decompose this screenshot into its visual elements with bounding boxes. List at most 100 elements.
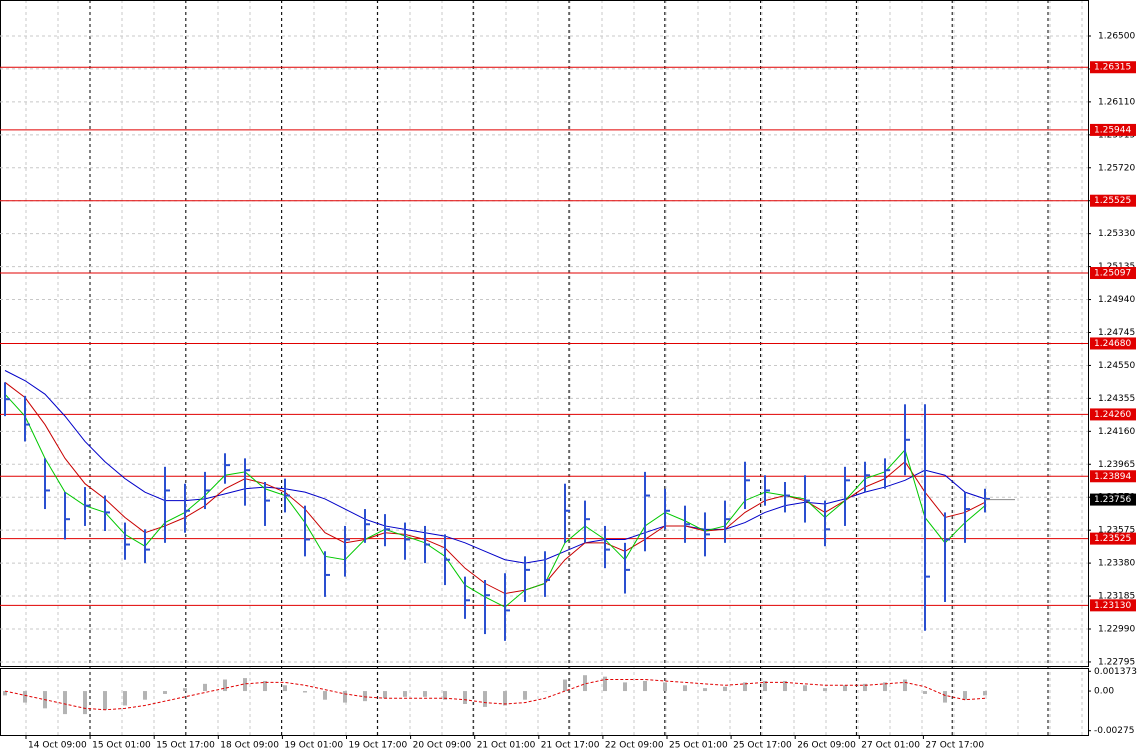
x-tick-label: 14 Oct 09:00 bbox=[28, 741, 87, 751]
histogram-bar bbox=[663, 682, 667, 692]
x-tick-label: 19 Oct 01:00 bbox=[284, 741, 343, 751]
histogram-bar bbox=[343, 691, 347, 703]
y-tick-label: 1.24160 bbox=[1098, 427, 1135, 437]
histogram-bar bbox=[283, 685, 287, 692]
histogram-bar bbox=[743, 682, 747, 692]
histogram-bar bbox=[703, 688, 707, 692]
histogram-bar bbox=[323, 691, 327, 700]
histogram-bar bbox=[643, 680, 647, 692]
histogram-bar bbox=[923, 691, 927, 694]
histogram-bar bbox=[883, 682, 887, 692]
x-tick-label: 15 Oct 01:00 bbox=[92, 741, 151, 751]
histogram-bar bbox=[503, 691, 507, 706]
y-tick-label: 1.23185 bbox=[1098, 592, 1135, 602]
level-label-box bbox=[1090, 194, 1136, 207]
histogram-bar bbox=[183, 688, 187, 692]
moving-average bbox=[4, 381, 986, 595]
histogram-bar bbox=[423, 691, 427, 697]
level-label: 1.25525 bbox=[1094, 196, 1131, 206]
y-tick-label: 1.26500 bbox=[1098, 31, 1135, 41]
histogram-bar bbox=[903, 679, 907, 692]
level-label-box bbox=[1090, 61, 1136, 74]
moving-average bbox=[4, 393, 986, 608]
level-label: 1.24680 bbox=[1094, 339, 1131, 349]
histogram-bar bbox=[563, 679, 567, 692]
histogram-bar bbox=[203, 683, 207, 692]
level-label-box bbox=[1090, 267, 1136, 280]
level-label: 1.26315 bbox=[1094, 63, 1131, 73]
histogram-bar bbox=[963, 691, 967, 700]
histogram-bar bbox=[843, 685, 847, 692]
histogram-bar bbox=[543, 691, 547, 692]
current-price-box bbox=[1090, 493, 1136, 506]
histogram-bar bbox=[143, 691, 147, 700]
level-label: 1.23894 bbox=[1094, 472, 1131, 482]
current-price-label: 1.23756 bbox=[1094, 495, 1131, 505]
histogram-bar bbox=[103, 691, 107, 710]
osc-y-tick-label: -0.00275 bbox=[1094, 726, 1134, 736]
histogram-bar bbox=[363, 691, 367, 702]
x-tick-label: 18 Oct 09:00 bbox=[220, 741, 279, 751]
y-tick-label: 1.26110 bbox=[1098, 97, 1135, 107]
histogram-bar bbox=[403, 691, 407, 697]
histogram-bar bbox=[783, 680, 787, 692]
histogram-bar bbox=[623, 682, 627, 692]
y-tick-label: 1.24355 bbox=[1098, 394, 1135, 404]
x-tick-label: 27 Oct 17:00 bbox=[925, 741, 984, 751]
x-tick-label: 25 Oct 01:00 bbox=[669, 741, 728, 751]
histogram-bar bbox=[823, 688, 827, 692]
level-label-box bbox=[1090, 470, 1136, 483]
histogram-bar bbox=[763, 680, 767, 692]
x-tick-label: 25 Oct 17:00 bbox=[733, 741, 792, 751]
level-label: 1.23525 bbox=[1094, 534, 1131, 544]
y-tick-label: 1.24745 bbox=[1098, 328, 1135, 338]
level-label-box bbox=[1090, 532, 1136, 545]
histogram-bar bbox=[943, 691, 947, 703]
level-label-box bbox=[1090, 408, 1136, 421]
histogram-bar bbox=[443, 691, 447, 700]
x-tick-label: 27 Oct 01:00 bbox=[861, 741, 920, 751]
signal-line bbox=[4, 679, 986, 711]
y-tick-label: 1.22990 bbox=[1098, 625, 1135, 635]
histogram-bar bbox=[3, 691, 7, 696]
x-tick-label: 20 Oct 09:00 bbox=[413, 741, 472, 751]
y-tick-label: 1.22795 bbox=[1098, 657, 1135, 667]
histogram-bar bbox=[603, 676, 607, 692]
y-tick-label: 1.23965 bbox=[1098, 460, 1135, 470]
histogram-bar bbox=[123, 691, 127, 706]
histogram-bar bbox=[683, 685, 687, 692]
y-tick-label: 1.25330 bbox=[1098, 229, 1135, 239]
main-frame bbox=[0, 0, 1089, 667]
moving-average bbox=[4, 370, 986, 564]
x-tick-label: 19 Oct 17:00 bbox=[349, 741, 408, 751]
histogram-bar bbox=[863, 683, 867, 692]
histogram-bar bbox=[83, 691, 87, 715]
level-label-box bbox=[1090, 599, 1136, 612]
x-tick-label: 21 Oct 01:00 bbox=[477, 741, 536, 751]
histogram-bar bbox=[463, 691, 467, 705]
histogram-bar bbox=[523, 691, 527, 700]
histogram-bar bbox=[163, 691, 167, 694]
level-label-box bbox=[1090, 337, 1136, 350]
vertical-grid bbox=[25, 0, 1083, 735]
x-tick-label: 26 Oct 09:00 bbox=[797, 741, 856, 751]
histogram-bar bbox=[723, 686, 727, 692]
x-tick-label: 22 Oct 09:00 bbox=[605, 741, 664, 751]
level-label: 1.25097 bbox=[1094, 269, 1131, 279]
y-tick-label: 1.24940 bbox=[1098, 295, 1135, 305]
histogram-bar bbox=[483, 691, 487, 707]
histogram-bar bbox=[23, 691, 27, 703]
histogram-bar bbox=[583, 675, 587, 692]
osc-y-tick-label: 0.00 bbox=[1094, 687, 1114, 697]
histogram-bar bbox=[383, 691, 387, 699]
osc-y-tick-label: 0.001373 bbox=[1094, 667, 1137, 677]
level-label-box bbox=[1090, 123, 1136, 136]
level-label: 1.25944 bbox=[1094, 125, 1131, 135]
histogram-bar bbox=[303, 691, 307, 693]
x-tick-label: 15 Oct 17:00 bbox=[156, 741, 215, 751]
histogram-bar bbox=[263, 680, 267, 692]
y-tick-label: 1.23380 bbox=[1098, 559, 1135, 569]
y-tick-label: 1.24550 bbox=[1098, 361, 1135, 371]
